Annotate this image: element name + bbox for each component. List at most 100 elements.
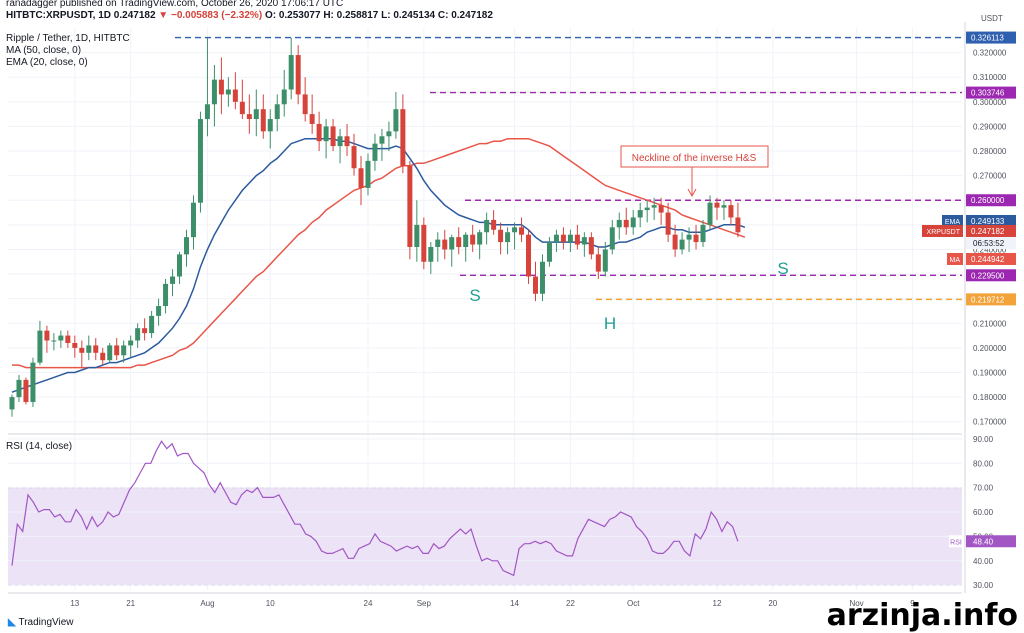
candle-body [393,109,399,132]
level-lines [175,36,962,301]
candle-body [700,224,706,243]
candle [65,330,71,348]
candle [546,237,552,267]
price-tick-label: 0.290000 [973,122,1007,131]
candle [686,227,692,252]
time-tick-label: 9 [910,599,915,608]
candle-body [735,217,741,233]
price-value-label [966,252,1016,265]
candle [442,229,448,260]
candle-body [672,234,678,250]
price-tick-label: 0.170000 [973,418,1007,427]
time-tick-label: 24 [364,599,373,608]
last-price: 0.247182 [113,10,156,21]
time-tick-label: Sep [417,599,432,608]
candle-body [546,242,552,262]
rsi-legend[interactable]: RSI (14, close) [6,441,73,452]
candles [9,37,741,417]
candle-body [602,249,608,272]
candle [498,222,504,255]
candle [86,335,92,361]
candle-body [190,202,196,238]
candle-body [721,205,727,208]
low-value: L: 0.245134 [381,10,436,21]
candle-body [651,205,657,208]
candle [595,246,601,279]
candle [135,323,141,348]
candle [197,111,203,213]
tradingview-logo[interactable]: ◣ TradingView [8,617,74,628]
price-tag [947,252,963,265]
rsi-tick-label: 40.00 [973,557,994,566]
candle [344,123,350,156]
candle [204,37,210,137]
price-value-label [966,224,1016,237]
candle-body [728,205,734,218]
candle [302,77,308,122]
candle-body [693,234,699,243]
level-label-text: 0.303746 [971,89,1005,98]
candle [728,200,734,225]
candle [665,202,671,243]
price-tick-label: 0.190000 [973,368,1007,377]
candle-body [170,276,176,284]
time-tick-label: 21 [126,599,135,608]
candle [253,89,259,137]
candle-body [302,94,308,115]
rsi-tick-label: 30.00 [973,581,994,590]
candle [700,219,706,247]
candle [372,133,378,171]
candle [637,202,643,228]
candle-body [498,229,504,243]
time-axis[interactable]: 13 21 Aug 10 24 Sep 14 22 Oct 12 20 Nov 9 [70,599,915,608]
candle [721,200,727,220]
candle [365,153,371,196]
price-tag [922,224,963,237]
price-tag [942,214,963,227]
price-tick-label: 0.200000 [973,344,1007,353]
candle [107,342,113,363]
candle-body [72,342,78,348]
candle-body [100,352,106,361]
candle [512,222,518,250]
candle [93,338,99,361]
rsi-tag-name: RSI [950,539,962,546]
candle [449,234,455,267]
rsi-panel [8,438,962,586]
price-value-label [966,214,1016,227]
time-tick-label: 10 [266,599,275,608]
candle [142,318,148,341]
candle-body [686,234,692,240]
candle [533,261,538,302]
candle [218,57,224,115]
candle-body [644,207,650,211]
candle [44,325,50,353]
candle-body [512,227,518,233]
price-axis[interactable]: 0.170000 0.180000 0.190000 0.200000 0.210000… [922,14,1016,590]
level-label [966,31,1016,44]
candle-body [281,89,287,105]
candle [651,197,657,220]
candle-body [435,239,441,247]
time-tick-label: 13 [70,599,79,608]
candle-body [211,79,217,105]
candle-body [630,217,636,228]
candle [239,79,245,120]
candle-body [177,254,183,277]
candle [470,224,476,252]
candle [58,330,64,348]
candle [30,357,36,407]
ema-legend[interactable]: EMA (20, close, 0) [6,57,88,68]
candle [519,217,525,243]
candle-body [225,89,231,95]
candle [456,227,462,255]
candle [623,207,629,235]
candle-body [519,227,525,235]
candle-body [637,210,643,218]
rsi-value-text: 48.40 [973,537,994,546]
level-label-text: 0.219712 [971,295,1005,304]
ma-legend[interactable]: MA (50, close, 0) [6,45,82,56]
candle [72,335,78,358]
candle [295,45,301,105]
